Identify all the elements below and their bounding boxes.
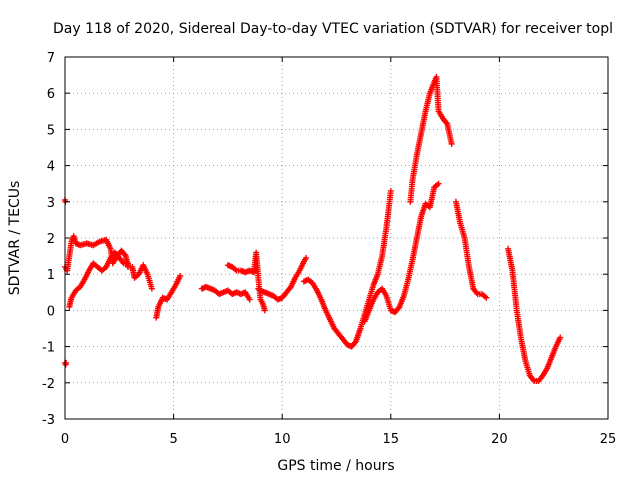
x-tick-label: 0 (61, 432, 69, 447)
data-point-marker (483, 294, 490, 301)
data-point-marker (448, 140, 455, 147)
data-point-marker (303, 254, 310, 261)
data-points (62, 73, 564, 384)
data-point-marker (557, 334, 564, 341)
y-tick-label: 3 (47, 196, 55, 211)
y-tick-label: -1 (42, 341, 55, 356)
x-tick-label: 10 (274, 432, 291, 447)
data-point-marker (63, 359, 70, 366)
y-tick-label: -2 (42, 377, 55, 392)
axis-ticks: 0 5 10 15 20 25 -3 -2 -1 0 1 2 3 4 5 6 7 (42, 51, 616, 447)
y-tick-label: -3 (42, 413, 55, 428)
data-point-marker (148, 285, 155, 292)
data-point-marker (261, 307, 268, 314)
y-tick-label: 4 (47, 160, 55, 175)
y-tick-label: 2 (47, 232, 55, 247)
y-tick-label: 7 (47, 51, 55, 66)
y-axis-label: SDTVAR / TECUs (7, 181, 23, 296)
y-tick-label: 1 (47, 268, 55, 283)
x-tick-label: 20 (491, 432, 508, 447)
x-axis-label: GPS time / hours (277, 458, 394, 474)
y-tick-label: 6 (47, 87, 55, 102)
y-tick-label: 0 (47, 304, 55, 319)
data-point-marker (246, 296, 253, 303)
chart-title: Day 118 of 2020, Sidereal Day-to-day VTE… (53, 21, 613, 37)
data-point-marker (387, 187, 394, 194)
x-tick-label: 5 (169, 432, 177, 447)
data-point-marker (124, 260, 131, 267)
data-point-marker (435, 180, 442, 187)
x-tick-label: 15 (383, 432, 400, 447)
y-tick-label: 5 (47, 123, 55, 138)
data-point-marker (177, 273, 184, 280)
x-tick-label: 25 (600, 432, 617, 447)
